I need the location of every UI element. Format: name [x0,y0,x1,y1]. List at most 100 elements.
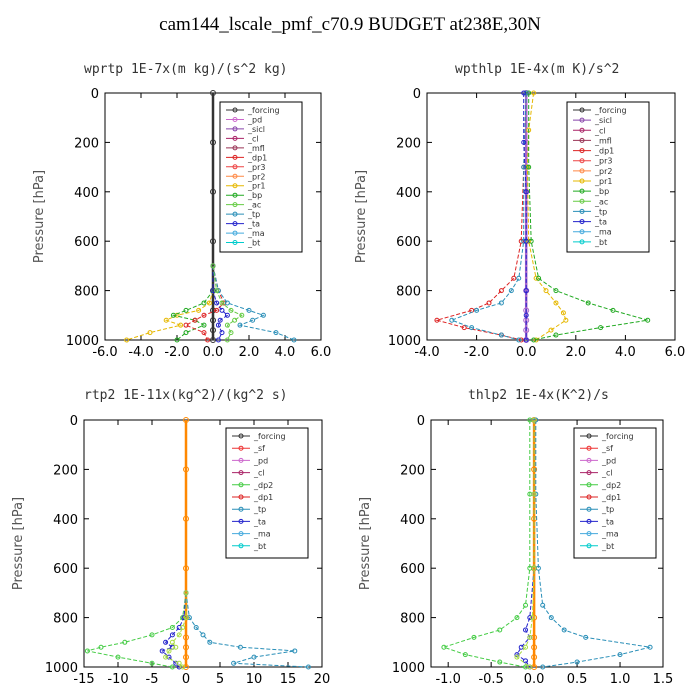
plot-frame-1 [426,92,676,341]
x-tick-label-2-5: 10 [246,672,263,687]
series-point-0-_ac-2 [219,300,225,306]
y-tick-label-3-3: 600 [400,562,425,577]
legend-marker-3-8 [586,531,592,537]
series-point-3-_dp2-6 [471,634,477,640]
legend-label-0-12: _ta [247,220,260,229]
legend-label-2-6: _tp [253,505,266,514]
series-point-2-_forcing-3 [183,565,189,572]
x-tick-label-3-5: 1.5 [653,672,674,687]
legend-marker-2-6 [238,506,244,512]
legend-label-3-8: _ma [601,530,619,539]
series-point-0-_pr1-7 [147,330,153,336]
legend-label-2-2: _pd [253,456,268,465]
legend-marker-0-14 [232,240,238,246]
series-point-2-_forcing-0 [183,417,189,423]
series-point-3-_dp1-6 [514,654,520,660]
series-point-0-_ac-4 [239,312,245,318]
series-point-2-_dp1-7 [163,654,169,660]
series-point-2-_dp1-8 [176,660,182,666]
y-axis-label-0: Pressure [hPa] [32,170,47,263]
series-point-1-_tp-9 [498,332,504,338]
series-point-0-_forcing-2 [210,188,216,195]
series-point-3-_tp-3 [540,602,546,608]
panel-title-thlp2: thlp2 1E-4x(K^2)/s [468,388,609,403]
legend-label-0-3: _cl [247,134,259,143]
legend-marker-0-7 [232,173,238,179]
legend-marker-3-7 [586,518,592,524]
series-point-2-_ta-2 [176,624,182,630]
legend-marker-0-4 [232,145,238,151]
x-tick-label-2-6: 15 [280,672,297,687]
series-point-0-_ac-3 [228,307,234,313]
x-tick-label-2-4: 5 [216,672,224,687]
series-point-1-_pr1-3 [526,238,532,244]
series-point-1-_bp-7 [645,317,651,323]
legend-marker-2-8 [238,531,244,537]
series-point-0-_ta-2 [214,300,220,306]
legend-label-0-2: _sicl [247,125,265,134]
y-tick-label-1-4: 800 [396,285,421,300]
legend-marker-2-2 [238,457,244,463]
legend-label-3-6: _tp [601,505,614,514]
series-point-1-_bp-2 [528,238,534,244]
legend-marker-1-3 [579,137,585,143]
y-tick-label-2-0: 0 [70,414,78,429]
legend-marker-3-0 [586,433,592,439]
legend-marker-1-4 [579,148,585,154]
x-tick-label-2-7: 20 [314,672,331,687]
series-point-2-_tp-8 [231,660,237,666]
series-point-0-_bp-2 [201,300,207,306]
series-point-0-_ac-6 [224,322,230,328]
x-tick-label-1-3: 2.0 [565,345,586,360]
series-point-0-_bp-8 [174,337,180,343]
legend-marker-1-2 [579,127,585,133]
series-point-2-_dp2-5 [98,644,104,650]
y-tick-label-0-2: 400 [74,186,99,201]
panel-title-wpthlp: wpthlp 1E-4x(m K)/s^2 [455,62,620,77]
legend-marker-3-1 [586,445,592,451]
legend-marker-2-7 [238,518,244,524]
series-line-2-_tp [185,592,309,668]
legend-label-3-2: _pd [601,456,616,465]
series-point-0-_bp-7 [183,330,189,336]
series-point-1-_tp-4 [508,288,514,294]
x-tick-label-3-1: -0.5 [478,672,503,687]
series-point-0-_forcing-0 [210,90,216,96]
series-point-2-_dp2-8 [149,660,155,666]
legend-marker-0-11 [232,211,238,217]
series-point-1-_pr1-8 [563,317,569,323]
y-tick-label-3-2: 400 [400,513,425,528]
x-tick-label-3-3: 0.5 [567,672,588,687]
series-point-1-_ta-6 [523,337,529,343]
legend-label-1-0: _forcing [594,106,627,115]
legend-label-0-9: _bp [247,191,262,200]
series-point-0-_bp-3 [183,307,189,313]
y-axis-label-3: Pressure [hPa] [358,497,373,590]
series-line-1-_tp [450,92,527,341]
legend-marker-1-12 [579,229,585,235]
legend-label-2-1: _sf [253,444,265,453]
legend-marker-1-0 [579,107,585,113]
legend-marker-0-0 [232,107,238,113]
series-point-3-_forcing-7 [531,654,538,661]
series-line-3-_dp1 [516,420,535,668]
series-point-2-_tp-3 [200,632,206,638]
series-point-0-_ac-8 [224,337,230,343]
series-point-0-_ta-7 [219,330,225,336]
legend-label-0-5: _dp1 [247,153,267,162]
series-point-2-_tp-1 [186,615,192,621]
legend-marker-3-3 [586,470,592,476]
y-tick-label-1-1: 200 [396,136,421,151]
series-point-0-_ta-5 [217,317,223,323]
series-point-0-_tp-2 [224,300,230,306]
series-point-0-_ta-6 [215,322,221,328]
series-point-1-_bp-6 [610,307,616,313]
series-point-1-_ta-0 [521,90,527,96]
y-tick-label-3-0: 0 [417,414,425,429]
series-point-0-_tp-8 [291,337,297,343]
series-point-3-_tp-5 [561,627,567,633]
legend-label-3-7: _ta [601,517,614,526]
series-line-1-_ta [523,93,527,340]
legend-label-1-6: _pr2 [594,167,612,176]
legend-marker-1-5 [579,158,585,164]
